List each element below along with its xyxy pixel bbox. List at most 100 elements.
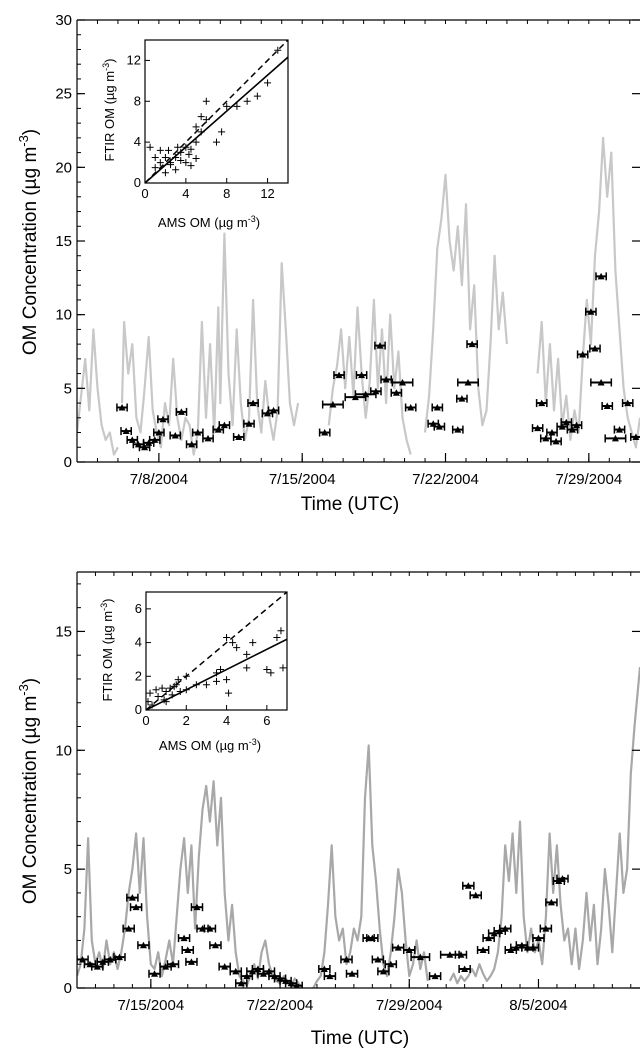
bottom-ftir-marker xyxy=(254,965,262,972)
bottom-inset-point xyxy=(243,664,251,672)
bottom-ftir-marker xyxy=(431,972,439,980)
bottom-ftir-marker xyxy=(446,951,454,958)
bottom-ams-line-segment xyxy=(312,744,429,988)
bottom-x-axis-label: Time (UTC) xyxy=(311,1028,410,1049)
bottom-inset-point xyxy=(217,666,225,674)
top-ftir-point xyxy=(175,407,188,416)
bottom-ftir-point xyxy=(345,969,359,978)
bottom-ams-line-segment xyxy=(77,780,304,988)
bottom-inset-y-tick-label: 2 xyxy=(135,668,142,683)
top-inset-point xyxy=(156,146,164,154)
top-ftir-point xyxy=(218,421,231,430)
bottom-inset-x-tick-label: 0 xyxy=(142,713,149,728)
bottom-ftir-point xyxy=(384,960,398,969)
bottom-inset-point xyxy=(279,664,287,672)
bottom-inset-point xyxy=(146,698,152,706)
bottom-ftir-point xyxy=(77,955,89,964)
top-ftir-marker xyxy=(632,433,640,440)
bottom-x-tick-label: 8/5/2004 xyxy=(509,997,567,1014)
bottom-ftir-marker xyxy=(379,967,387,975)
bottom-inset-point xyxy=(225,689,233,697)
bottom-ftir-point xyxy=(454,950,468,959)
top-ftir-point xyxy=(601,402,614,411)
top-ftir-marker xyxy=(611,434,619,442)
top-ftir-marker xyxy=(624,399,632,407)
top-ftir-point xyxy=(613,425,626,434)
bottom-ftir-point xyxy=(113,953,126,962)
top-inset-point xyxy=(177,157,185,165)
top-ams-line-segment xyxy=(536,136,640,449)
top-y-tick-label: 30 xyxy=(55,12,72,29)
bottom-ftir-point xyxy=(185,957,198,966)
top-ftir-marker xyxy=(573,421,581,429)
bottom-inset-point xyxy=(273,634,281,642)
bottom-inset-x-tick-label: 2 xyxy=(183,713,190,728)
bottom-ftir-marker xyxy=(139,941,147,949)
bottom-inset-point xyxy=(166,684,174,692)
bottom-ftir-marker xyxy=(232,967,240,975)
top-ftir-marker xyxy=(468,340,476,348)
bottom-ftir-marker xyxy=(461,965,469,972)
top-inset-point xyxy=(192,154,200,162)
bottom-ftir-point xyxy=(462,881,475,890)
top-ftir-marker xyxy=(171,431,179,439)
bottom-ftir-marker xyxy=(405,946,413,953)
bottom-ftir-point xyxy=(476,945,490,954)
bottom-ftir-point xyxy=(532,934,545,943)
bottom-ftir-marker xyxy=(221,963,229,970)
top-y-tick-label: 15 xyxy=(55,233,72,250)
top-inset-point xyxy=(197,128,205,136)
top-inset-point xyxy=(187,162,195,170)
bottom-inset-scatter: 0 2 4 6 0 2 4 6 xyxy=(135,591,288,728)
top-ftir-marker xyxy=(122,427,130,435)
top-ftir-point xyxy=(169,431,182,440)
bottom-inset-point xyxy=(162,687,170,695)
bottom-ftir-point xyxy=(391,943,405,952)
top-inset-point xyxy=(182,159,190,167)
bottom-ftir-point xyxy=(318,964,331,973)
bottom-ftir-marker xyxy=(206,925,214,932)
top-ftir-marker xyxy=(214,426,222,433)
bottom-ams-line-segment xyxy=(448,666,640,985)
top-ftir-marker xyxy=(177,408,185,415)
bottom-ftir-point xyxy=(410,953,431,962)
top-ftir-marker xyxy=(558,423,566,430)
bottom-inset-point xyxy=(223,634,231,642)
bottom-y-tick-label: 0 xyxy=(64,980,72,997)
top-inset-x-tick-label: 8 xyxy=(223,186,230,201)
top-ftir-point xyxy=(550,437,562,446)
top-inset-point xyxy=(192,123,200,131)
top-ftir-point xyxy=(539,434,552,443)
top-ftir-point xyxy=(584,307,597,316)
bottom-plot-area: 0 5 10 15 7/15/2004 7/22/2004 7/29/2004 8/5/200… xyxy=(55,571,640,1014)
top-ftir-point xyxy=(431,403,444,412)
top-ftir-marker xyxy=(392,389,400,396)
top-ftir-marker xyxy=(435,423,443,430)
top-inset-fit-line xyxy=(145,56,288,183)
top-x-tick-label: 7/8/2004 xyxy=(130,471,188,488)
top-ftir-marker xyxy=(141,443,149,451)
top-ftir-marker xyxy=(220,421,228,429)
top-ftir-point xyxy=(232,432,245,441)
top-inset-point xyxy=(151,153,159,161)
bottom-inset-one-to-one-line xyxy=(146,592,287,710)
top-ftir-point xyxy=(391,378,414,387)
bottom-ftir-point xyxy=(469,891,483,900)
top-ftir-point xyxy=(243,419,255,428)
top-ftir-marker xyxy=(270,406,278,414)
top-ftir-marker xyxy=(194,429,202,436)
bottom-ftir-marker xyxy=(464,882,472,889)
top-ftir-point xyxy=(433,422,446,431)
bottom-ftir-point xyxy=(428,972,442,981)
bottom-inset-y-tick-label: 4 xyxy=(135,635,142,650)
top-ftir-point xyxy=(576,350,589,359)
top-ftir-marker xyxy=(542,434,550,442)
bottom-ftir-marker xyxy=(534,934,542,942)
bottom-x-tick-label: 7/22/2004 xyxy=(247,997,314,1014)
top-x-tick-label: 7/15/2004 xyxy=(269,471,336,488)
bottom-ftir-marker xyxy=(125,925,133,932)
bottom-ftir-point xyxy=(148,969,161,978)
top-ftir-marker xyxy=(335,371,343,379)
bottom-ftir-marker xyxy=(193,903,201,911)
top-ftir-point xyxy=(466,340,478,349)
